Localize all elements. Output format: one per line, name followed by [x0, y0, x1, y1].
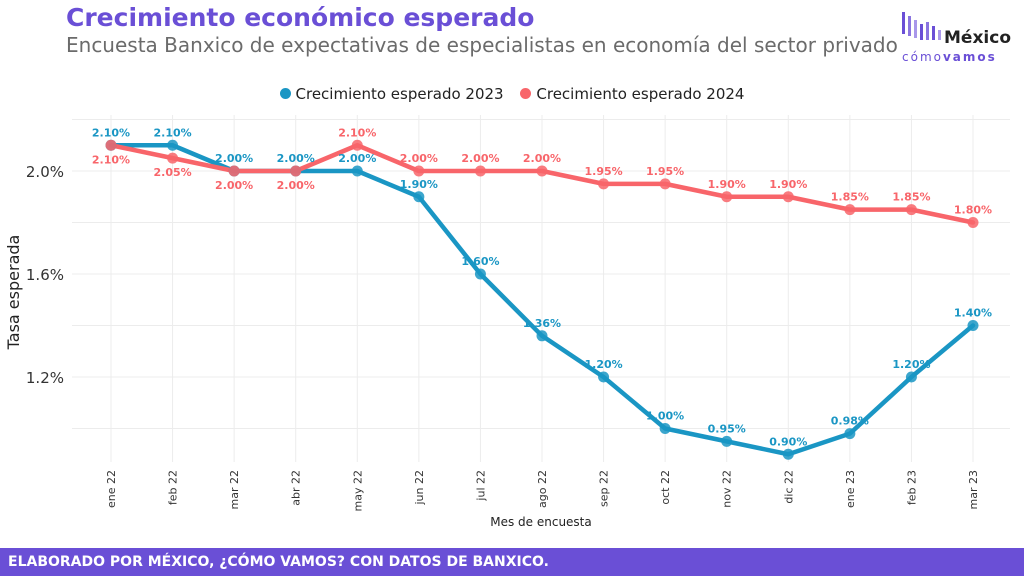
data-point-2024: [905, 204, 917, 216]
data-label-2023: 1.90%: [400, 178, 438, 191]
data-label-2024: 2.05%: [153, 166, 191, 179]
chart-title: Crecimiento económico esperado: [66, 3, 535, 32]
x-tick-label: feb 22: [167, 470, 180, 505]
data-point-2024: [228, 165, 240, 177]
x-axis-title: Mes de encuesta: [490, 515, 592, 529]
legend-marker-2024: [520, 88, 532, 99]
data-label-2024: 1.90%: [708, 178, 746, 191]
data-label-2023: 1.36%: [523, 317, 561, 330]
logo-sub-text: cómovamos: [902, 50, 997, 64]
data-label-2023: 1.00%: [646, 410, 684, 423]
data-label-2023: 2.00%: [215, 152, 253, 165]
x-tick-label: ene 22: [105, 470, 118, 508]
data-label-2023: 2.10%: [92, 126, 130, 139]
chart-subtitle: Encuesta Banxico de expectativas de espe…: [66, 33, 898, 57]
x-tick-label: ene 23: [844, 470, 857, 508]
data-label-2023: 0.90%: [769, 435, 807, 448]
data-point-2024: [351, 139, 363, 151]
data-label-2024: 1.95%: [646, 165, 684, 178]
chart-legend: Crecimiento esperado 2023 Crecimiento es…: [0, 85, 1024, 103]
data-label-2023: 2.10%: [153, 126, 191, 139]
mexico-como-vamos-logo: México cómovamos: [900, 10, 1018, 68]
x-tick-label: sep 22: [598, 470, 611, 507]
data-label-2024: 2.10%: [338, 126, 376, 139]
legend-item-2024[interactable]: Crecimiento esperado 2024: [520, 85, 744, 103]
x-tick-label: nov 22: [721, 470, 734, 508]
data-point-2024: [598, 178, 610, 190]
data-point-2023: [413, 191, 425, 203]
data-point-2023: [844, 428, 856, 440]
data-point-2023: [167, 139, 179, 151]
data-point-2024: [290, 165, 302, 177]
data-label-2024: 1.85%: [892, 191, 930, 204]
data-point-2023: [598, 371, 610, 383]
data-point-2023: [351, 165, 363, 177]
data-point-2023: [474, 268, 486, 280]
x-tick-label: may 22: [351, 470, 364, 511]
data-label-2023: 1.60%: [461, 255, 499, 268]
data-point-2024: [782, 191, 794, 203]
data-point-2023: [782, 448, 794, 460]
data-point-2024: [413, 165, 425, 177]
legend-item-2023[interactable]: Crecimiento esperado 2023: [279, 85, 504, 103]
data-point-2024: [474, 165, 486, 177]
data-label-2023: 1.20%: [892, 358, 930, 371]
legend-marker-2023: [279, 88, 291, 99]
data-point-2023: [905, 371, 917, 383]
x-tick-label: jul 22: [474, 470, 487, 502]
data-label-2024: 2.10%: [92, 153, 130, 166]
data-label-2023: 0.98%: [831, 415, 869, 428]
data-point-2023: [659, 423, 671, 434]
x-tick-label: jun 22: [413, 470, 426, 506]
data-label-2024: 1.85%: [831, 191, 869, 204]
data-point-2024: [536, 165, 548, 177]
y-tick-label: 2.0%: [26, 163, 64, 181]
x-tick-label: ago 22: [536, 470, 549, 508]
x-tick-label: feb 23: [905, 470, 918, 505]
data-point-2023: [967, 320, 979, 331]
data-label-2023: 0.95%: [708, 422, 746, 435]
data-label-2024: 2.00%: [461, 152, 499, 165]
legend-label-2024: Crecimiento esperado 2024: [536, 85, 745, 103]
data-label-2024: 2.00%: [523, 152, 561, 165]
y-axis-title: Tasa esperada: [4, 235, 23, 351]
x-tick-label: oct 22: [659, 470, 672, 505]
data-label-2024: 1.95%: [584, 165, 622, 178]
data-label-2024: 2.00%: [215, 179, 253, 192]
x-tick-label: dic 22: [782, 470, 795, 504]
data-label-2024: 1.80%: [954, 204, 992, 217]
data-point-2024: [167, 152, 179, 164]
data-point-2024: [844, 204, 856, 216]
data-point-2023: [721, 435, 733, 447]
data-label-2023: 2.00%: [338, 152, 376, 165]
x-tick-label: mar 22: [228, 470, 241, 509]
data-label-2023: 1.40%: [954, 307, 992, 320]
data-point-2024: [659, 178, 671, 190]
x-tick-label: abr 22: [290, 470, 303, 506]
legend-label-2023: Crecimiento esperado 2023: [295, 85, 504, 103]
line-chart: 1.2% 1.6% 2.0% ene 22 feb 22 mar 22 abr 22 may …: [4, 115, 1010, 529]
data-point-2024: [721, 191, 733, 203]
x-tick-label: mar 23: [967, 470, 980, 509]
data-label-2023: 1.20%: [584, 358, 622, 371]
data-label-2023: 2.00%: [277, 152, 315, 165]
data-point-2023: [536, 330, 548, 342]
y-tick-label: 1.6%: [26, 266, 64, 284]
bars-icon: [902, 12, 941, 40]
logo-main-text: México: [944, 28, 1011, 48]
data-label-2024: 2.00%: [277, 179, 315, 192]
data-label-2024: 1.90%: [769, 178, 807, 191]
data-point-2024: [105, 139, 117, 151]
data-point-2024: [967, 217, 979, 228]
footer-credit: ELABORADO POR MÉXICO, ¿CÓMO VAMOS? CON D…: [0, 548, 1024, 576]
data-label-2024: 2.00%: [400, 152, 438, 165]
y-tick-label: 1.2%: [26, 369, 64, 387]
